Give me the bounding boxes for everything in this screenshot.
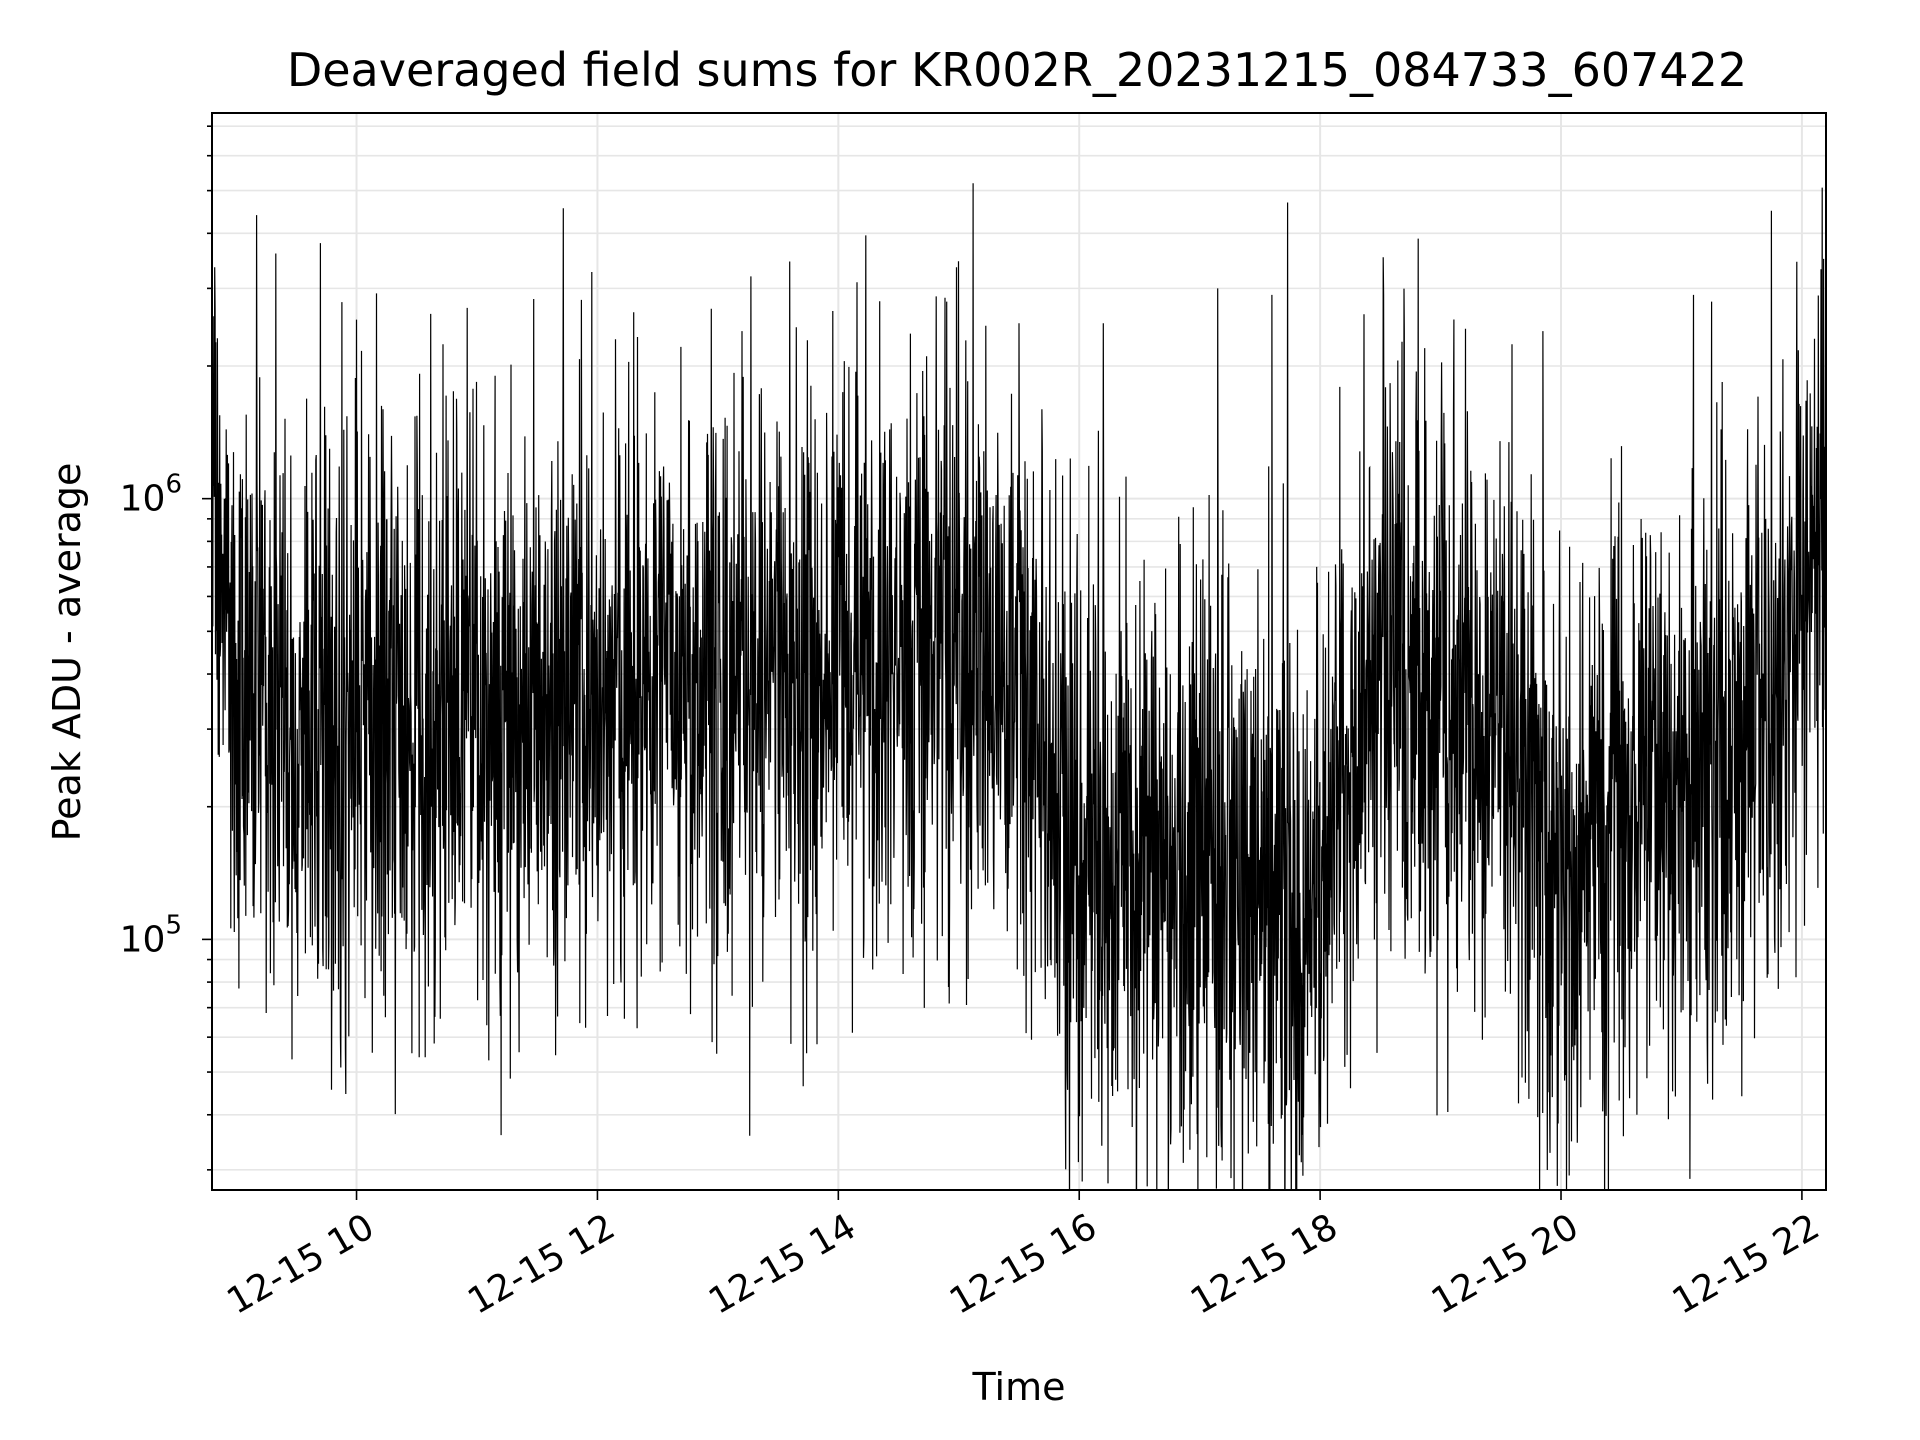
y-tick-label-exponent: 6 <box>165 470 182 500</box>
x-tick-label: 12-15 20 <box>1425 1206 1586 1322</box>
y-tick-label-base: 10 <box>120 479 166 520</box>
plot-area <box>212 183 1826 1190</box>
y-tick-label: 105 <box>120 910 182 960</box>
series-line <box>212 183 1826 1190</box>
x-tick-label: 12-15 18 <box>1184 1206 1345 1322</box>
plot-frame <box>211 112 1827 1191</box>
y-tick-label-exponent: 5 <box>165 910 182 940</box>
y-tick-label-base: 10 <box>120 919 166 960</box>
x-tick-label: 12-15 16 <box>943 1206 1104 1322</box>
x-tick-label: 12-15 10 <box>220 1206 381 1322</box>
x-tick-label: 12-15 22 <box>1666 1206 1827 1322</box>
x-axis-label: Time <box>972 1365 1066 1409</box>
x-tick-label: 12-15 14 <box>702 1206 863 1322</box>
chart-title: Deaveraged field sums for KR002R_2023121… <box>287 43 1747 97</box>
x-axis: 12-15 10 12-15 12 12-15 14 12-15 16 12-15 18… <box>220 1190 1826 1323</box>
y-axis-label: Peak ADU - average <box>45 463 89 842</box>
y-tick-label: 106 <box>120 470 182 520</box>
x-tick-label: 12-15 12 <box>461 1206 622 1322</box>
